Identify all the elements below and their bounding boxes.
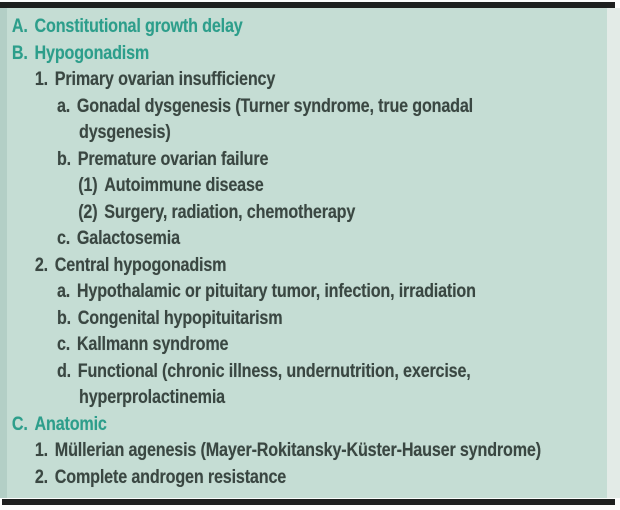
row-text: hyperprolactinemia [79, 387, 225, 408]
row-marker: (2) [78, 201, 98, 223]
row-text: dysgenesis) [79, 122, 171, 143]
outline-panel: A. Constitutional growth delay B. Hypogonad… [0, 8, 608, 498]
row-text: Congenital hypopituitarism [77, 307, 283, 329]
row-text: Hypogonadism [34, 42, 150, 64]
row-text: Functional (chronic illness, undernutrit… [77, 360, 471, 382]
outline-row: hyperprolactinemia [0, 385, 608, 412]
row-marker: 1. [34, 440, 48, 461]
outline-section-header: B. Hypogonadism [0, 41, 608, 68]
row-marker: b. [56, 148, 71, 170]
row-text: Galactosemia [76, 228, 180, 249]
left-edge-shade [0, 8, 7, 498]
row-text: Autoimmune disease [104, 175, 264, 196]
row-text: Complete androgen resistance [54, 466, 287, 488]
outline-row: (1) Autoimmune disease [0, 173, 608, 200]
row-marker: 1. [34, 69, 48, 90]
row-marker: d. [56, 360, 71, 382]
right-edge-gutter [607, 8, 620, 498]
row-marker: 2. [34, 466, 48, 488]
outline-row: dysgenesis) [0, 120, 608, 147]
outline-row: 1. Müllerian agenesis (Mayer-Rokitansky-K… [0, 438, 608, 465]
row-marker: a. [56, 281, 71, 302]
outline-row: a. Hypothalamic or pituitary tumor, infec… [0, 279, 608, 306]
outline-list: A. Constitutional growth delay B. Hypogonad… [0, 14, 608, 491]
row-marker: a. [56, 95, 71, 117]
row-text: Kallmann syndrome [76, 334, 229, 355]
outline-section-header: C. Anatomic [0, 412, 608, 439]
bottom-rule [2, 499, 615, 505]
row-marker: C. [11, 413, 28, 435]
outline-row: 1. Primary ovarian insufficiency [0, 67, 608, 94]
row-text: Anatomic [34, 413, 107, 435]
outline-row: d. Functional (chronic illness, undernutr… [0, 359, 608, 386]
outline-row: 2. Complete androgen resistance [0, 465, 608, 492]
row-marker: c. [56, 228, 71, 249]
row-text: Surgery, radiation, chemotherapy [104, 201, 356, 223]
row-marker: (1) [78, 175, 98, 196]
outline-row: c. Kallmann syndrome [0, 332, 608, 359]
outline-row: (2) Surgery, radiation, chemotherapy [0, 200, 608, 227]
row-text: Gonadal dysgenesis (Turner syndrome, tru… [76, 95, 473, 117]
outline-row: b. Congenital hypopituitarism [0, 306, 608, 333]
row-text: Premature ovarian failure [77, 148, 269, 170]
row-marker: B. [11, 42, 28, 64]
row-marker: c. [56, 334, 71, 355]
row-text: Hypothalamic or pituitary tumor, infecti… [76, 281, 476, 302]
outline-section-header: A. Constitutional growth delay [0, 14, 608, 41]
row-text: Müllerian agenesis (Mayer-Rokitansky-Küs… [54, 440, 541, 461]
outline-row: a. Gonadal dysgenesis (Turner syndrome, t… [0, 94, 608, 121]
row-marker: 2. [34, 254, 48, 276]
row-text: Central hypogonadism [54, 254, 227, 276]
row-text: Constitutional growth delay [34, 16, 243, 37]
outline-row: 2. Central hypogonadism [0, 253, 608, 280]
outline-row: b. Premature ovarian failure [0, 147, 608, 174]
row-marker: A. [11, 16, 28, 37]
outline-row: c. Galactosemia [0, 226, 608, 253]
row-text: Primary ovarian insufficiency [54, 69, 276, 90]
row-marker: b. [56, 307, 71, 329]
top-rule [0, 2, 615, 8]
